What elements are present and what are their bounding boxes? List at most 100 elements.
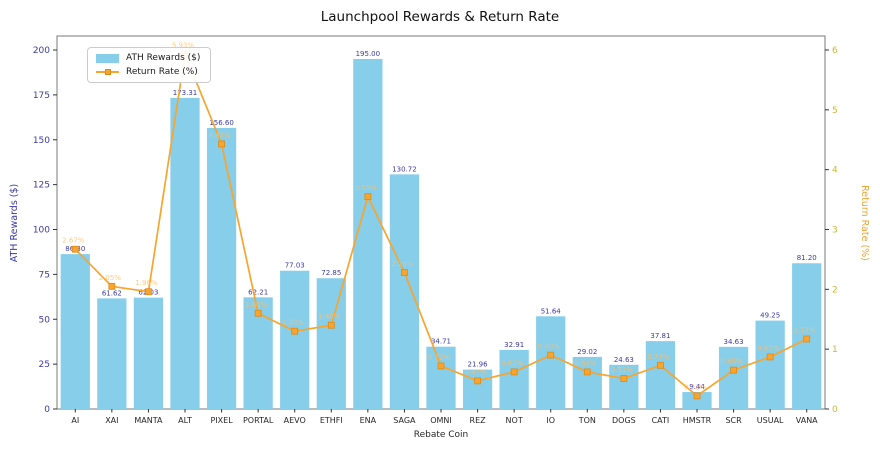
legend-item-bars: ATH Rewards ($) <box>96 53 200 63</box>
legend: ATH Rewards ($) Return Rate (%) <box>87 47 212 83</box>
y-left-tick-label: 175 <box>33 91 50 101</box>
legend-line-label: Return Rate (%) <box>126 67 198 77</box>
bar <box>133 297 164 409</box>
y-right-tick-label: 1 <box>832 345 838 355</box>
x-tick-label: PIXEL <box>210 416 233 425</box>
rate-value-label: 0.22% <box>684 383 707 391</box>
bar <box>170 97 200 410</box>
line-marker <box>218 140 225 148</box>
line-marker <box>327 321 335 329</box>
rate-value-label: 0.72% <box>428 353 451 361</box>
line-marker <box>657 361 664 369</box>
bar-value-label: 130.72 <box>392 165 417 173</box>
rate-value-label: 1.17% <box>794 326 817 334</box>
line-marker <box>364 193 372 200</box>
legend-item-line: Return Rate (%) <box>96 67 200 77</box>
y-left-tick-label: 0 <box>44 405 50 415</box>
x-tick-label: HMSTR <box>683 416 712 425</box>
bar-value-label: 24.63 <box>614 356 634 364</box>
x-tick-label: MANTA <box>134 416 163 425</box>
x-tick-label: OMNI <box>430 416 452 425</box>
x-tick-label: USUAL <box>757 416 784 425</box>
rate-value-label: 0.90% <box>538 343 561 351</box>
y-right-tick-label: 3 <box>832 226 838 236</box>
bar <box>60 254 90 409</box>
bar <box>280 270 310 409</box>
rate-value-label: 5.93% <box>172 42 195 50</box>
bar-value-label: 195.00 <box>356 50 381 58</box>
bar <box>572 356 602 409</box>
bar-value-label: 21.96 <box>468 361 489 369</box>
y-left-tick-label: 125 <box>33 181 50 191</box>
bar <box>97 298 127 409</box>
x-axis-title: Rebate Coin <box>414 430 469 440</box>
line-marker <box>766 353 774 361</box>
bar-value-label: 34.71 <box>431 338 451 346</box>
line-marker <box>71 245 79 253</box>
x-tick-label: TON <box>578 416 596 425</box>
bar <box>426 346 456 409</box>
y-axis-left-title: ATH Rewards ($) <box>9 184 20 263</box>
bar-value-label: 29.02 <box>577 348 597 356</box>
x-tick-label: CATI <box>652 416 670 425</box>
y-right-tick-label: 0 <box>832 405 838 415</box>
x-tick-label: ALT <box>178 416 192 425</box>
rate-value-label: 0.47% <box>464 368 487 376</box>
rate-value-label: 2.05% <box>99 274 122 282</box>
x-tick-label: ETHFI <box>320 416 343 425</box>
line-marker <box>803 335 811 343</box>
x-tick-label: SCR <box>725 416 742 425</box>
bar-value-label: 32.91 <box>504 341 524 349</box>
x-tick-label: XAI <box>105 416 118 425</box>
line-marker <box>254 309 262 317</box>
rate-value-label: 0.62% <box>501 359 524 367</box>
bar-value-label: 49.25 <box>760 312 780 320</box>
rate-value-label: 3.55% <box>355 184 378 192</box>
bar <box>389 174 420 409</box>
x-tick-label: NOT <box>506 416 523 425</box>
bar <box>755 320 785 409</box>
y-right-tick-label: 4 <box>832 166 838 176</box>
line-marker <box>510 368 518 376</box>
chart-title: Launchpool Rewards & Return Rate <box>320 9 560 25</box>
y-right-tick-label: 2 <box>832 285 838 295</box>
line-marker <box>730 366 737 374</box>
rate-value-label: 0.73% <box>647 353 670 361</box>
bar-value-label: 37.81 <box>650 332 670 340</box>
bar-swatch-icon <box>96 53 119 63</box>
rate-value-label: 1.96% <box>135 279 158 287</box>
bar-value-label: 61.62 <box>102 289 122 297</box>
x-tick-label: REZ <box>470 416 487 425</box>
y-left-tick-label: 150 <box>33 136 50 146</box>
x-tick-label: SAGA <box>393 416 416 425</box>
x-tick-label: PORTAL <box>243 416 274 425</box>
legend-bar-label: ATH Rewards ($) <box>126 53 201 63</box>
bar-value-label: 62.21 <box>248 288 268 296</box>
x-tick-label: DOGS <box>612 416 636 425</box>
bar-value-label: 51.64 <box>541 307 562 315</box>
y-right-tick-label: 6 <box>832 46 838 56</box>
bar <box>536 316 566 409</box>
line-marker <box>583 368 591 376</box>
bar-value-label: 156.60 <box>209 119 234 127</box>
rate-value-label: 0.87% <box>757 344 780 352</box>
rate-value-label: 0.62% <box>574 359 597 367</box>
y-left-tick-label: 50 <box>39 315 51 325</box>
line-marker <box>547 351 555 359</box>
bar <box>645 341 676 409</box>
y-axis-right-title: Return Rate (%) <box>859 185 870 261</box>
x-tick-label: VANA <box>796 416 818 425</box>
y-left-tick-label: 200 <box>33 46 50 56</box>
line-marker <box>474 377 481 385</box>
bar <box>316 278 346 409</box>
line-marker <box>145 288 152 296</box>
rate-value-label: 0.51% <box>611 366 634 374</box>
bar-value-label: 34.63 <box>724 338 744 346</box>
bar-value-label: 9.44 <box>689 383 705 391</box>
bar-value-label: 173.31 <box>173 89 198 97</box>
bar-value-label: 72.85 <box>321 269 341 277</box>
line-marker <box>401 269 408 276</box>
rate-value-label: 1.40% <box>318 313 341 321</box>
